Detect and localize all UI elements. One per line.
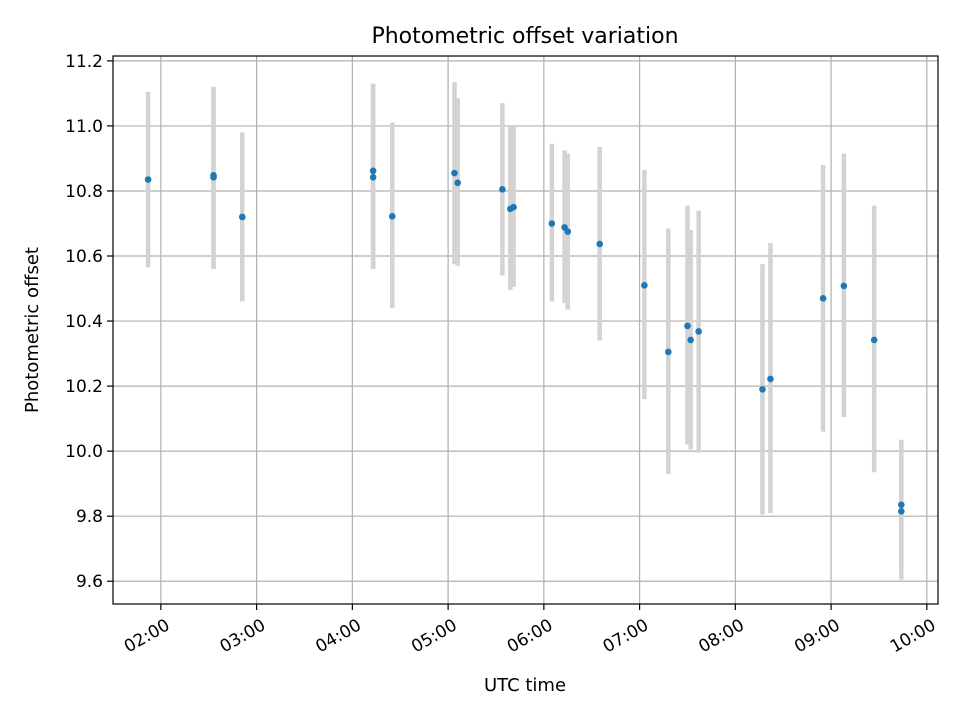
x-tick-label: 08:00	[695, 615, 747, 657]
data-point	[897, 501, 905, 509]
data-point	[369, 167, 377, 175]
x-axis-label: UTC time	[484, 675, 566, 696]
y-tick-label: 10.2	[65, 377, 103, 397]
grid-layer	[113, 56, 938, 604]
x-tick-label: 09:00	[791, 615, 843, 657]
x-tick-label: 05:00	[408, 615, 460, 657]
y-tick-label: 10.6	[65, 247, 103, 267]
data-point	[695, 328, 702, 335]
data-point	[819, 294, 827, 302]
data-point	[641, 281, 648, 289]
y-tick-label: 9.6	[76, 572, 103, 592]
x-tick-label: 04:00	[312, 615, 364, 657]
data-point	[665, 348, 672, 356]
plot-frame	[112, 55, 939, 605]
data-point	[564, 228, 572, 235]
data-point	[897, 508, 905, 515]
data-point	[759, 386, 766, 393]
data-point	[238, 213, 246, 221]
data-point	[684, 322, 691, 330]
y-tick-label: 10.4	[65, 312, 103, 332]
y-tick-label: 10.8	[65, 182, 103, 202]
data-point	[596, 240, 604, 248]
x-ticks: 02:00 03:00 04:00 05:00 06:00 07:00 08:00 09:00…	[121, 604, 939, 657]
data-point	[144, 176, 152, 183]
data-point	[548, 220, 556, 227]
data-point	[510, 203, 517, 211]
x-tick-label: 10:00	[887, 615, 939, 657]
data-point	[870, 336, 878, 344]
data-point	[499, 186, 506, 193]
y-tick-label: 11.0	[65, 117, 103, 137]
data-point	[840, 282, 848, 290]
y-tick-label: 9.8	[76, 507, 103, 527]
data-point	[454, 179, 461, 187]
x-tick-label: 02:00	[121, 615, 173, 657]
data-point	[388, 213, 396, 220]
y-tick-label: 11.2	[65, 52, 103, 72]
x-tick-label: 07:00	[600, 615, 652, 657]
data-point	[369, 174, 377, 181]
x-tick-label: 03:00	[217, 615, 269, 657]
y-tick-label: 10.0	[65, 442, 103, 462]
data-point	[451, 169, 458, 177]
x-tick-label: 06:00	[504, 615, 556, 657]
data-point	[767, 375, 774, 383]
y-ticks: 9.6 9.8 10.0 10.2 10.4 10.6 10.8 11.0 11.2	[65, 52, 113, 592]
y-axis-label: Photometric offset	[22, 247, 43, 413]
error-bars-layer	[145, 82, 904, 580]
data-point	[210, 174, 217, 181]
data-point	[687, 336, 694, 344]
points-layer	[144, 167, 905, 515]
chart-title: Photometric offset variation	[371, 24, 678, 49]
